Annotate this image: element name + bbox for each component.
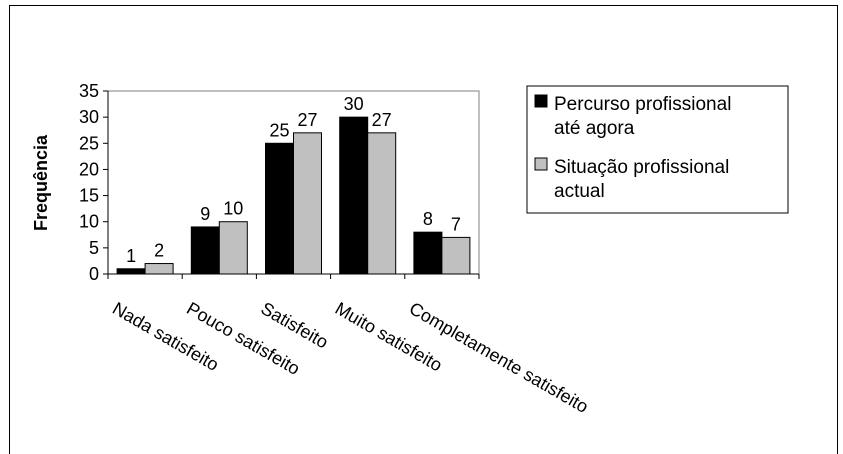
y-tick-label: 5 [89,238,99,258]
data-label: 27 [297,110,317,130]
data-label: 2 [154,241,164,261]
y-tick-label: 30 [79,107,99,127]
legend-label: actual [554,181,605,202]
legend-label: Situação profissional [554,157,729,178]
bar [218,221,248,275]
bar [339,116,369,275]
chart-frame [9,5,838,454]
y-tick-label: 25 [79,133,99,153]
y-tick-label: 20 [79,159,99,179]
data-label: 9 [200,204,210,224]
bar [293,132,322,275]
bar [265,142,294,275]
bar [116,268,146,275]
bar [190,226,220,275]
legend-swatch [534,157,548,171]
data-label: 8 [423,209,433,229]
data-label: 1 [126,246,136,266]
data-label: 7 [451,214,461,234]
legend-box [526,85,789,214]
data-label: 25 [269,120,289,140]
y-tick-label: 35 [79,81,99,101]
bar [144,263,174,275]
y-axis-label: Frequência [31,134,51,231]
y-tick-label: 10 [79,212,99,232]
y-tick-label: 15 [79,186,99,206]
data-label: 30 [344,94,364,114]
legend-label: até agora [554,118,635,139]
y-tick-label: 0 [89,264,99,284]
data-label: 27 [372,110,392,130]
legend-label: Percurso profissional [554,94,731,115]
bar [413,231,443,275]
legend-swatch [534,94,548,108]
bar [441,236,471,275]
data-label: 10 [223,199,243,219]
bar [367,132,397,275]
